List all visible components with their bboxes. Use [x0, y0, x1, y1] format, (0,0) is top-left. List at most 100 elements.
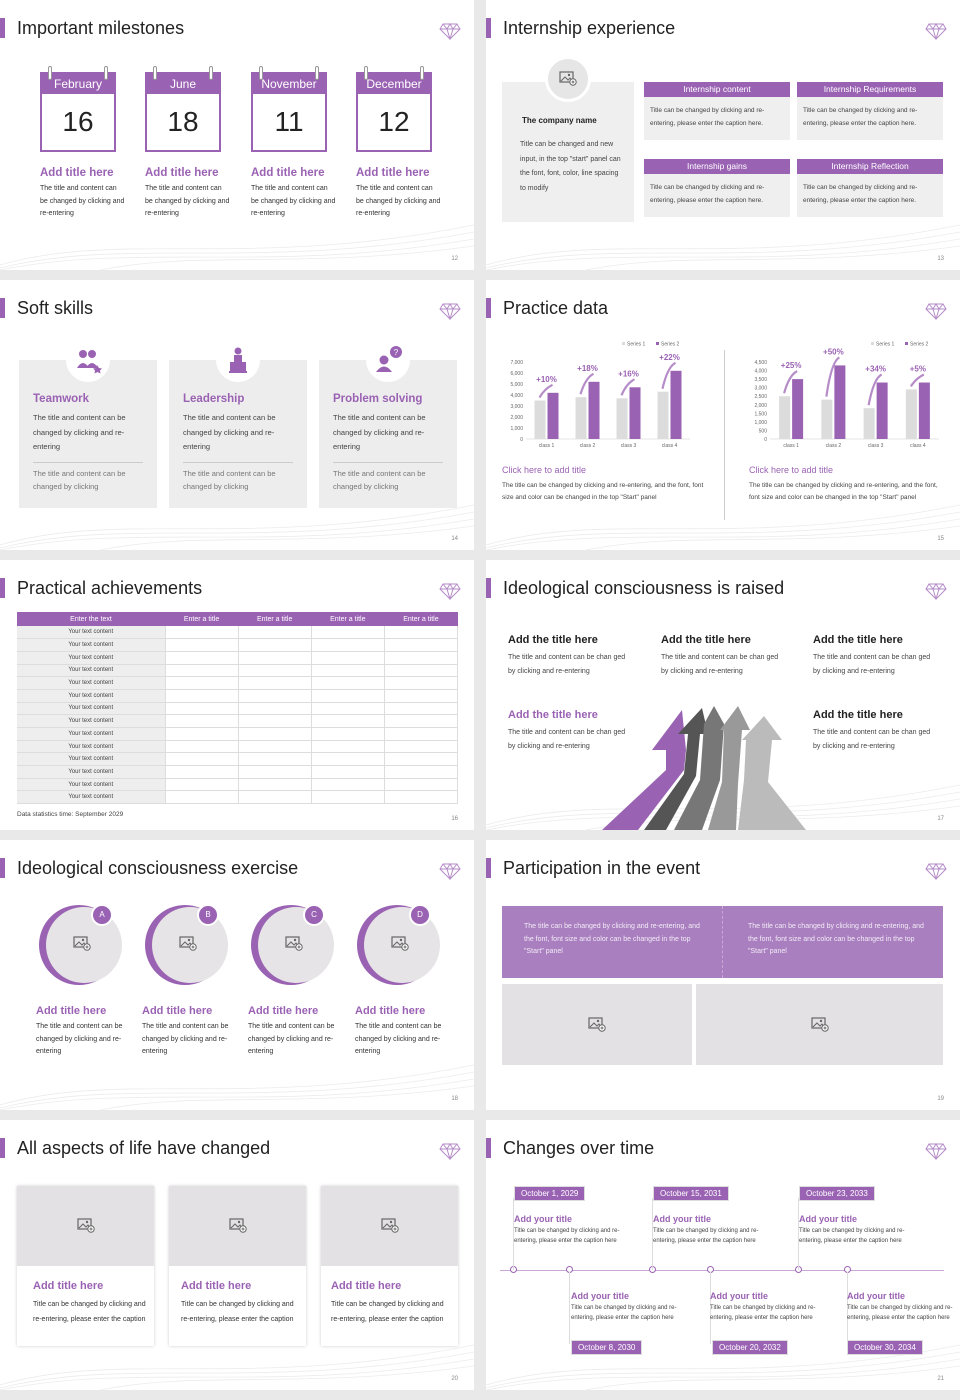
table-cell[interactable] [384, 727, 459, 741]
milestone-title[interactable]: Add title here [145, 167, 219, 179]
bar [863, 408, 875, 439]
table-cell[interactable] [384, 765, 459, 779]
chart-caption-title[interactable]: Click here to add title [749, 465, 834, 475]
table-cell[interactable] [238, 664, 312, 678]
table-cell[interactable] [165, 638, 239, 652]
table-cell[interactable] [165, 752, 239, 767]
exercise-title[interactable]: Add title here [248, 1005, 319, 1017]
table-cell[interactable] [384, 676, 459, 690]
slide-soft-skills[interactable]: Soft skills Teamwork The title and conte… [0, 280, 474, 550]
table-cell[interactable] [238, 790, 312, 805]
raised-item-title[interactable]: Add the title here [508, 634, 598, 646]
raised-item-title[interactable]: Add the title here [813, 709, 903, 721]
table-cell[interactable] [384, 790, 459, 805]
slide-life-changed[interactable]: All aspects of life have changed Add tit… [0, 1120, 474, 1390]
skill-title[interactable]: Teamwork [33, 393, 90, 405]
timeline-title[interactable]: Add your title [710, 1291, 768, 1301]
table-cell[interactable] [165, 676, 239, 690]
image-placeholder[interactable] [321, 1186, 458, 1266]
table-cell[interactable] [384, 778, 459, 792]
slide-ideological-exercise[interactable]: Ideological consciousness exercise A B C… [0, 840, 474, 1110]
raised-item-title[interactable]: Add the title here [508, 709, 598, 721]
table-cell[interactable] [311, 740, 385, 754]
table-cell[interactable] [165, 790, 239, 805]
table-cell[interactable] [311, 676, 385, 690]
image-placeholder[interactable] [169, 1186, 306, 1266]
table-cell[interactable] [165, 702, 239, 716]
table-cell[interactable] [384, 702, 459, 716]
table-cell[interactable] [238, 778, 312, 792]
table-cell[interactable] [311, 689, 385, 703]
slide-changes-over-time[interactable]: Changes over time October 1, 2029 Add yo… [486, 1120, 960, 1390]
timeline-title[interactable]: Add your title [514, 1214, 572, 1224]
slide-practical-achievements[interactable]: Practical achievements Enter the text En… [0, 560, 474, 830]
milestone-title[interactable]: Add title here [40, 167, 114, 179]
table-cell[interactable] [238, 626, 312, 640]
life-card-title[interactable]: Add title here [181, 1280, 252, 1292]
table-cell[interactable] [238, 638, 312, 652]
table-cell[interactable] [165, 714, 239, 728]
timeline-title[interactable]: Add your title [571, 1291, 629, 1301]
table-cell[interactable] [165, 689, 239, 703]
table-cell[interactable] [384, 714, 459, 728]
timeline-title[interactable]: Add your title [847, 1291, 905, 1301]
slide-ideological-raised[interactable]: Ideological consciousness is raised Add … [486, 560, 960, 830]
exercise-title[interactable]: Add title here [36, 1005, 107, 1017]
table-cell[interactable] [311, 626, 385, 640]
table-cell[interactable] [238, 714, 312, 728]
life-card-title[interactable]: Add title here [33, 1280, 104, 1292]
slide-practice-data[interactable]: Practice data 7,000 6,000 5,000 4,000 3,000 2… [486, 280, 960, 550]
table-cell[interactable] [311, 714, 385, 728]
chart-caption-title[interactable]: Click here to add title [502, 465, 587, 475]
table-cell[interactable] [165, 765, 239, 779]
table-cell[interactable] [238, 740, 312, 754]
table-cell[interactable] [311, 765, 385, 779]
raised-item-title[interactable]: Add the title here [661, 634, 751, 646]
image-placeholder[interactable] [696, 984, 943, 1065]
table-cell[interactable] [238, 752, 312, 767]
table-cell[interactable] [238, 765, 312, 779]
exercise-title[interactable]: Add title here [355, 1005, 426, 1017]
table-cell[interactable] [165, 778, 239, 792]
table-cell[interactable] [384, 626, 459, 640]
milestone-title[interactable]: Add title here [356, 167, 430, 179]
table-cell[interactable] [384, 664, 459, 678]
exercise-title[interactable]: Add title here [142, 1005, 213, 1017]
table-cell[interactable] [165, 626, 239, 640]
skill-title[interactable]: Problem solving [333, 393, 423, 405]
table-cell[interactable] [311, 727, 385, 741]
table-cell[interactable] [311, 638, 385, 652]
skill-title[interactable]: Leadership [183, 393, 245, 405]
image-placeholder[interactable] [502, 984, 692, 1065]
table-cell[interactable] [311, 664, 385, 678]
table-cell[interactable] [238, 651, 312, 665]
slide-important-milestones[interactable]: Important milestones February 16 June 18 N… [0, 0, 474, 270]
table-cell[interactable] [311, 702, 385, 716]
life-card-title[interactable]: Add title here [331, 1280, 402, 1292]
timeline-title[interactable]: Add your title [653, 1214, 711, 1224]
milestone-title[interactable]: Add title here [251, 167, 325, 179]
table-cell[interactable] [238, 676, 312, 690]
table-cell[interactable] [311, 778, 385, 792]
table-cell[interactable] [238, 727, 312, 741]
table-cell[interactable] [238, 702, 312, 716]
table-cell[interactable] [165, 727, 239, 741]
slide-internship-experience[interactable]: Internship experience The company name T… [486, 0, 960, 270]
image-placeholder[interactable] [17, 1186, 154, 1266]
table-cell[interactable] [311, 790, 385, 805]
table-cell[interactable] [165, 740, 239, 754]
table-cell[interactable] [238, 689, 312, 703]
timeline-title[interactable]: Add your title [799, 1214, 857, 1224]
table-cell[interactable] [165, 664, 239, 678]
table-cell[interactable] [311, 651, 385, 665]
table-cell[interactable] [165, 651, 239, 665]
slide-participation[interactable]: Participation in the event The title can… [486, 840, 960, 1110]
raised-item-title[interactable]: Add the title here [813, 634, 903, 646]
company-image-placeholder[interactable] [545, 56, 591, 102]
table-cell[interactable] [311, 752, 385, 767]
table-cell[interactable] [384, 740, 459, 754]
table-cell[interactable] [384, 651, 459, 665]
table-cell[interactable] [384, 752, 459, 767]
table-cell[interactable] [384, 689, 459, 703]
table-cell[interactable] [384, 638, 459, 652]
